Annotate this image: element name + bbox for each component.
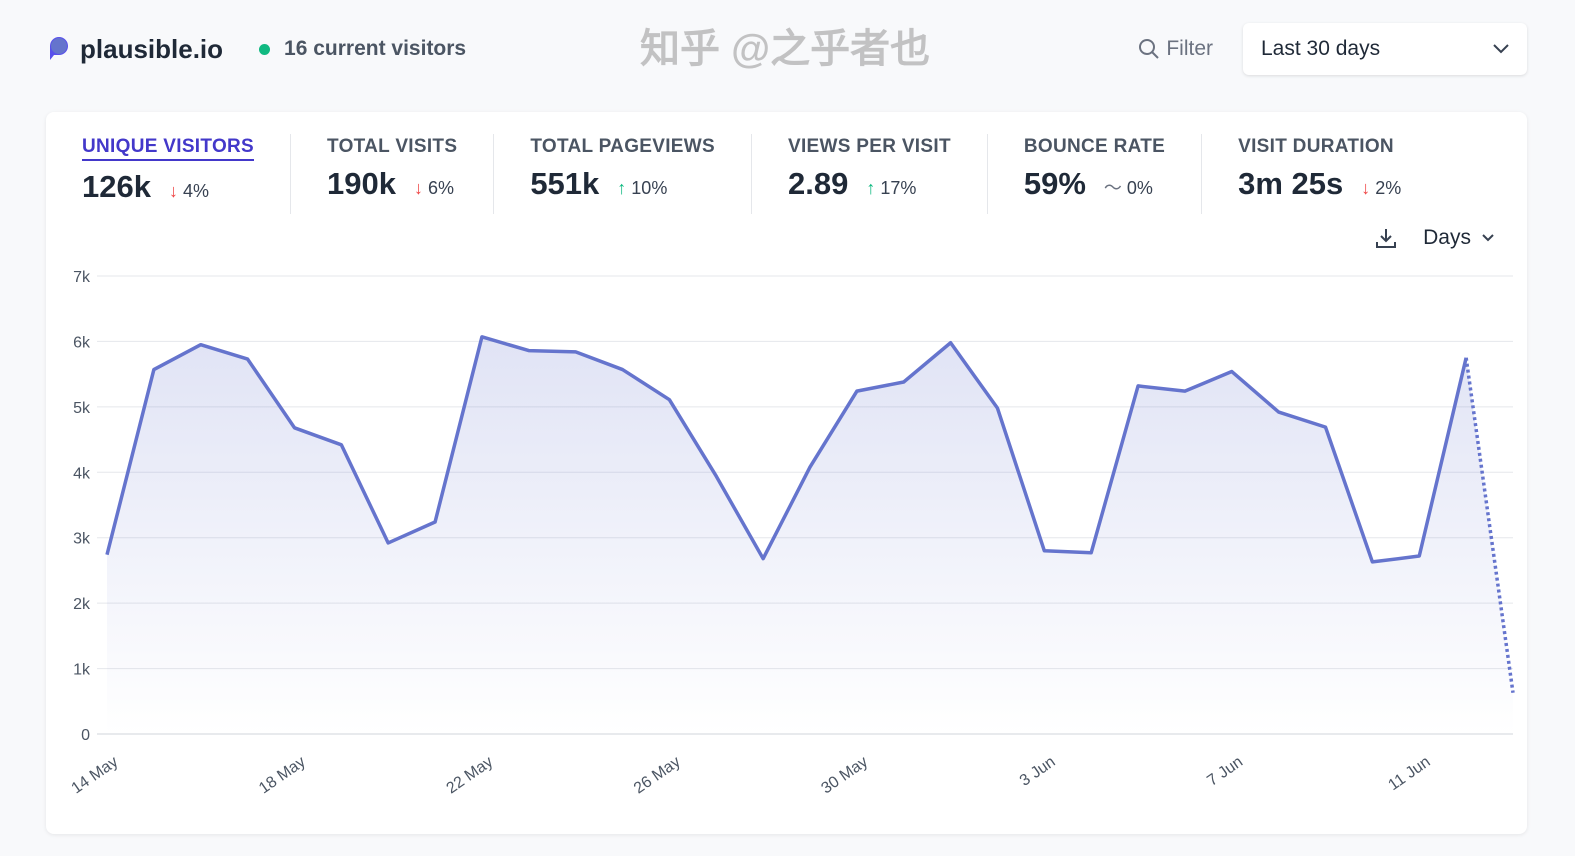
stat-label: TOTAL VISITS: [327, 136, 458, 157]
stat-value: 3m 25s: [1238, 166, 1344, 201]
y-tick-label: 3k: [73, 531, 91, 548]
stat-change: ↓ 4%: [169, 181, 209, 202]
stat-label: UNIQUE VISITORS: [82, 136, 255, 161]
stat-views-per-visit[interactable]: VIEWS PER VISIT 2.89 ↑ 17%: [752, 134, 988, 214]
stats-row: UNIQUE VISITORS 126k ↓ 4% TOTAL VISITS 19…: [46, 134, 1437, 214]
stat-total-visits[interactable]: TOTAL VISITS 190k ↓ 6%: [291, 134, 495, 214]
arrow-up-icon: ↑: [617, 178, 627, 198]
x-tick-label: 3 Jun: [1017, 753, 1059, 789]
stat-change-value: 17%: [880, 178, 917, 198]
x-tick-label: 7 Jun: [1204, 753, 1246, 789]
stat-change-value: 0%: [1126, 178, 1153, 198]
chevron-down-icon: [1482, 234, 1494, 242]
live-dot-icon: [259, 43, 271, 55]
stat-change: ↓ 6%: [414, 178, 454, 199]
current-visitors-label: 16 current visitors: [284, 37, 467, 60]
plausible-logo-icon: [50, 37, 68, 60]
area-fill: [107, 336, 1513, 734]
visitors-line: [105, 335, 1468, 564]
interval-value: Days: [1423, 226, 1471, 249]
stat-change-value: 2%: [1375, 178, 1402, 198]
date-range-select[interactable]: Last 30 days: [1243, 23, 1527, 75]
download-icon[interactable]: [1375, 227, 1397, 249]
y-tick-label: 4k: [73, 465, 91, 482]
stat-change: ↑ 17%: [866, 178, 916, 199]
stat-value: 2.89: [787, 166, 849, 201]
stat-value: 551k: [530, 166, 600, 201]
y-tick-label: 7k: [73, 269, 91, 286]
site-name: plausible.io: [80, 33, 224, 64]
x-tick-label: 26 May: [631, 753, 684, 797]
stat-change-value: 10%: [631, 178, 668, 198]
watermark: 知乎 @之乎者也: [640, 27, 931, 71]
stat-label: BOUNCE RATE: [1023, 136, 1166, 157]
stat-change: ↓ 2%: [1361, 178, 1401, 199]
top-bar: plausible.io 16 current visitors Filter …: [46, 22, 1527, 76]
y-tick-label: 0: [81, 727, 90, 744]
filter-button[interactable]: Filter: [1138, 37, 1213, 61]
stat-total-pageviews[interactable]: TOTAL PAGEVIEWS 551k ↑ 10%: [494, 134, 752, 214]
dashboard-card: UNIQUE VISITORS 126k ↓ 4% TOTAL VISITS 19…: [46, 112, 1527, 834]
y-tick-label: 5k: [73, 400, 91, 417]
stat-change: ↑ 10%: [617, 178, 667, 199]
stat-label: VISIT DURATION: [1238, 136, 1394, 157]
arrow-down-icon: ↓: [413, 178, 423, 198]
y-tick-label: 1k: [73, 662, 91, 679]
stat-change-value: 4%: [182, 181, 209, 201]
stat-value: 126k: [82, 169, 151, 204]
arrow-flat-icon: 〜: [1103, 178, 1122, 198]
arrow-down-icon: ↓: [1361, 178, 1371, 198]
stat-value: 59%: [1023, 166, 1086, 201]
y-tick-label: 6k: [73, 334, 91, 351]
partial-line: [1464, 357, 1515, 694]
x-tick-label: 18 May: [256, 753, 309, 797]
filter-label: Filter: [1166, 37, 1213, 60]
stat-label: TOTAL PAGEVIEWS: [530, 136, 715, 157]
current-visitors[interactable]: 16 current visitors: [259, 37, 466, 61]
arrow-down-icon: ↓: [168, 181, 178, 201]
x-tick-label: 11 Jun: [1385, 753, 1433, 794]
stat-unique-visitors[interactable]: UNIQUE VISITORS 126k ↓ 4%: [46, 134, 292, 214]
x-tick-label: 22 May: [443, 753, 496, 797]
stat-bounce-rate[interactable]: BOUNCE RATE 59% 〜 0%: [988, 134, 1203, 214]
arrow-up-icon: ↑: [866, 178, 876, 198]
chevron-down-icon: [1493, 44, 1509, 54]
site-logo[interactable]: plausible.io: [46, 34, 223, 65]
stat-label: VIEWS PER VISIT: [787, 136, 951, 157]
visitors-chart: 0 1k 2k 3k 4k 5k 6k 7k 14 May 18 May 22 May 26 May 3…: [69, 269, 1515, 797]
search-icon: [1139, 39, 1160, 59]
interval-select[interactable]: Days: [1423, 226, 1497, 250]
date-range-value: Last 30 days: [1261, 37, 1381, 60]
stat-value: 190k: [327, 166, 396, 201]
x-tick-label: 14 May: [69, 753, 122, 797]
stat-change: 〜 0%: [1104, 174, 1153, 200]
x-tick-label: 30 May: [818, 753, 871, 797]
stat-visit-duration[interactable]: VISIT DURATION 3m 25s ↓ 2%: [1202, 134, 1437, 214]
y-tick-label: 2k: [73, 596, 91, 613]
stat-change-value: 6%: [428, 178, 455, 198]
